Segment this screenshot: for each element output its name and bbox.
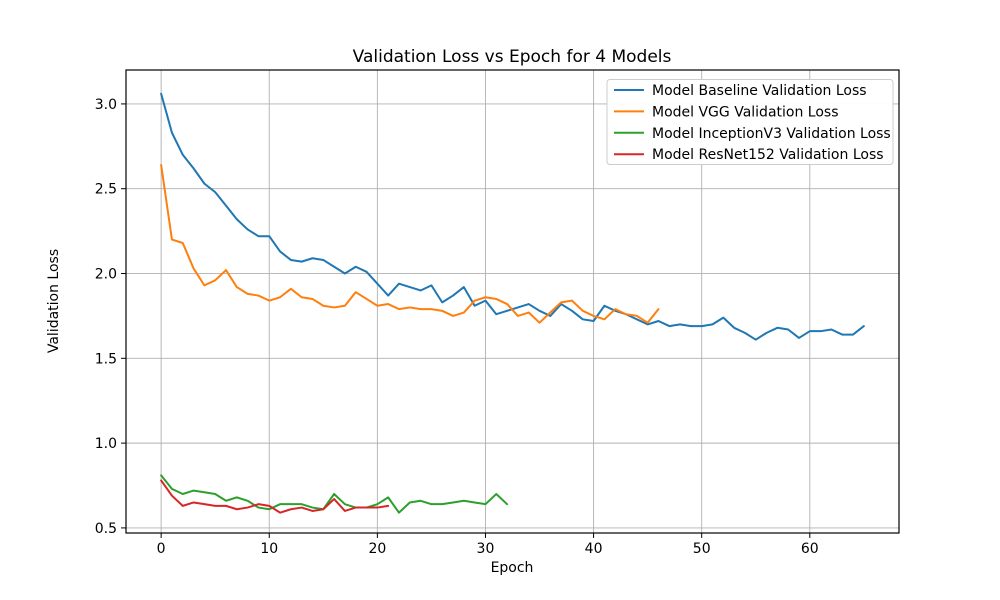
axis-tick-labels: 0 10 20 30 40 50 60 0.5 1.0 1.5 2.0 2.5 3.0 (95, 97, 819, 557)
y-tick-label: 1.5 (95, 351, 117, 367)
x-tick-label: 40 (585, 541, 603, 557)
y-tick-label: 3.0 (95, 97, 117, 113)
series-lines (160, 92, 865, 514)
y-axis-label: Validation Loss (46, 249, 62, 353)
legend: Model Baseline Validation Loss Model VGG … (606, 79, 894, 165)
x-tick-label: 10 (260, 541, 278, 557)
legend-label-4: Model ResNet152 Validation Loss (652, 147, 884, 163)
y-tick-label: 2.0 (95, 267, 117, 283)
series-line-2 (160, 163, 660, 324)
series-line-3 (160, 474, 509, 514)
y-tick-label: 2.5 (95, 182, 117, 198)
x-tick-label: 60 (801, 541, 819, 557)
x-axis-label: Epoch (491, 560, 534, 576)
axis-tick-marks (121, 103, 811, 538)
x-tick-label: 50 (693, 541, 711, 557)
y-tick-label: 0.5 (95, 521, 117, 537)
y-tick-label: 1.0 (95, 436, 117, 452)
plot-border-spines (125, 69, 900, 534)
x-tick-label: 20 (368, 541, 386, 557)
legend-label-2: Model VGG Validation Loss (652, 104, 839, 120)
x-tick-label: 0 (157, 541, 166, 557)
chart-title: Validation Loss vs Epoch for 4 Models (353, 47, 672, 67)
series-line-4 (160, 479, 390, 514)
x-tick-label: 30 (477, 541, 495, 557)
legend-box (606, 79, 894, 165)
legend-label-3: Model InceptionV3 Validation Loss (652, 126, 891, 142)
legend-label-1: Model Baseline Validation Loss (652, 83, 867, 99)
